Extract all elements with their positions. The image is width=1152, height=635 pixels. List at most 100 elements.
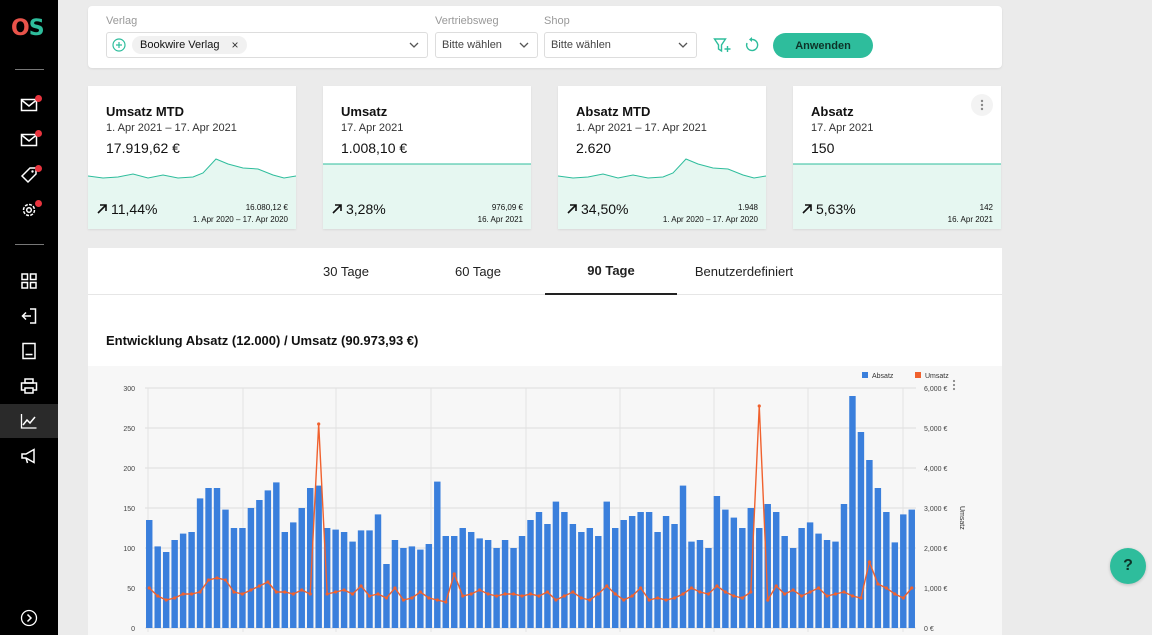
- shop-select[interactable]: Bitte wählen: [544, 32, 697, 58]
- kpi-change-value: 11,44%: [111, 201, 158, 217]
- vertriebsweg-value: Bitte wählen: [442, 39, 502, 51]
- point-umsatz: [800, 594, 804, 598]
- bar-absatz: [730, 517, 738, 628]
- point-umsatz: [672, 596, 677, 600]
- bar-absatz: [315, 485, 322, 628]
- bar-absatz: [264, 490, 272, 628]
- kpi-compare-value: 976,09 €: [491, 203, 523, 212]
- bar-absatz: [552, 501, 560, 628]
- point-umsatz: [732, 594, 736, 598]
- y-right-axis-label: Umsatz: [958, 506, 965, 530]
- close-icon[interactable]: ×: [231, 38, 239, 52]
- sidebar-item-print[interactable]: [0, 369, 58, 403]
- chevron-down-icon: [409, 42, 419, 48]
- apply-button[interactable]: Anwenden: [773, 33, 873, 58]
- y-right-tick: 5,000 €: [924, 426, 947, 433]
- bar-absatz: [323, 528, 331, 628]
- point-umsatz: [766, 598, 770, 602]
- point-umsatz: [749, 590, 753, 594]
- kpi-change: 5,63%: [801, 201, 856, 217]
- more-options-button[interactable]: [971, 94, 993, 116]
- legend-swatch-umsatz: [915, 372, 921, 378]
- sidebar-item-inbox[interactable]: [0, 123, 58, 157]
- vertriebsweg-select[interactable]: Bitte wählen: [435, 32, 538, 58]
- sidebar-item-messages[interactable]: [0, 88, 58, 122]
- bar-absatz: [188, 532, 195, 628]
- range-tabs: 30 Tage 60 Tage 90 Tage Benutzerdefinier…: [88, 248, 1002, 295]
- verlag-chip-label: Bookwire Verlag: [140, 39, 220, 51]
- tab-benutzerdefiniert[interactable]: Benutzerdefiniert: [694, 264, 794, 279]
- bar-absatz: [654, 532, 661, 628]
- bar-absatz: [578, 532, 585, 628]
- point-umsatz: [181, 592, 185, 596]
- bar-absatz: [866, 460, 873, 628]
- help-button[interactable]: ?: [1110, 548, 1146, 584]
- bar-absatz: [679, 485, 687, 628]
- bar-absatz: [442, 536, 449, 628]
- legend-umsatz: Umsatz: [925, 373, 949, 380]
- legend-absatz: Absatz: [872, 373, 894, 380]
- kpi-title: Umsatz: [341, 104, 388, 119]
- app-logo[interactable]: OS: [11, 16, 45, 41]
- point-umsatz: [444, 600, 448, 604]
- point-umsatz: [884, 586, 888, 590]
- sidebar-item-dashboard[interactable]: [0, 264, 58, 298]
- arrow-up-right-icon: [97, 204, 107, 214]
- tab-60-tage[interactable]: 60 Tage: [454, 264, 502, 279]
- sidebar-item-import[interactable]: [0, 299, 58, 333]
- bar-absatz: [425, 544, 433, 628]
- bar-absatz: [603, 501, 610, 628]
- point-umsatz: [317, 422, 321, 426]
- bar-absatz: [467, 532, 475, 628]
- bar-absatz: [806, 522, 814, 628]
- point-umsatz: [647, 598, 651, 602]
- shop-value: Bitte wählen: [551, 39, 611, 51]
- verlag-select[interactable]: Bookwire Verlag ×: [106, 32, 428, 58]
- chart-panel: 30 Tage 60 Tage 90 Tage Benutzerdefinier…: [88, 248, 1002, 635]
- point-umsatz: [164, 598, 168, 602]
- kpi-title: Absatz: [811, 104, 854, 119]
- bar-absatz: [493, 548, 500, 628]
- bar-absatz: [756, 528, 763, 628]
- bar-absatz: [366, 530, 373, 628]
- vertriebsweg-label: Vertriebsweg: [435, 15, 499, 27]
- reset-icon[interactable]: [743, 36, 761, 54]
- point-umsatz: [325, 592, 329, 596]
- bar-absatz: [171, 540, 178, 628]
- kpi-change: 11,44%: [96, 201, 157, 217]
- point-umsatz: [893, 592, 897, 596]
- kpi-change-value: 3,28%: [346, 201, 386, 217]
- point-umsatz: [825, 594, 829, 598]
- bar-absatz: [645, 512, 653, 628]
- sidebar-item-pricing[interactable]: [0, 158, 58, 192]
- bar-absatz: [823, 540, 831, 628]
- bar-absatz: [484, 540, 492, 628]
- sidebar-divider: [15, 69, 44, 70]
- bar-absatz: [900, 514, 907, 628]
- point-umsatz: [156, 594, 160, 598]
- kpi-period: 1. Apr 2021 – 17. Apr 2021: [106, 122, 237, 134]
- sidebar-item-titles[interactable]: [0, 334, 58, 368]
- bar-absatz: [747, 508, 755, 628]
- megaphone-icon: [21, 448, 35, 464]
- point-umsatz: [639, 586, 643, 590]
- sidebar-item-settings[interactable]: [0, 193, 58, 227]
- sidebar-item-marketing[interactable]: [0, 439, 58, 473]
- point-umsatz: [384, 596, 389, 600]
- tab-30-tage[interactable]: 30 Tage: [322, 264, 370, 279]
- add-circle-icon[interactable]: [112, 38, 126, 52]
- point-umsatz: [342, 588, 346, 592]
- point-umsatz: [655, 596, 660, 600]
- sidebar-item-analytics[interactable]: [0, 404, 58, 438]
- bar-absatz: [179, 533, 187, 628]
- y-left-tick: 100: [123, 546, 135, 553]
- tab-90-tage[interactable]: 90 Tage: [545, 248, 677, 295]
- point-umsatz: [715, 584, 719, 588]
- y-right-tick: 1,000 €: [924, 586, 947, 593]
- point-umsatz: [842, 590, 846, 594]
- notification-badge: [35, 200, 42, 207]
- filter-add-icon[interactable]: [713, 36, 731, 54]
- point-umsatz: [173, 596, 177, 600]
- bar-absatz: [518, 536, 526, 628]
- sidebar-expand-button[interactable]: [0, 601, 58, 635]
